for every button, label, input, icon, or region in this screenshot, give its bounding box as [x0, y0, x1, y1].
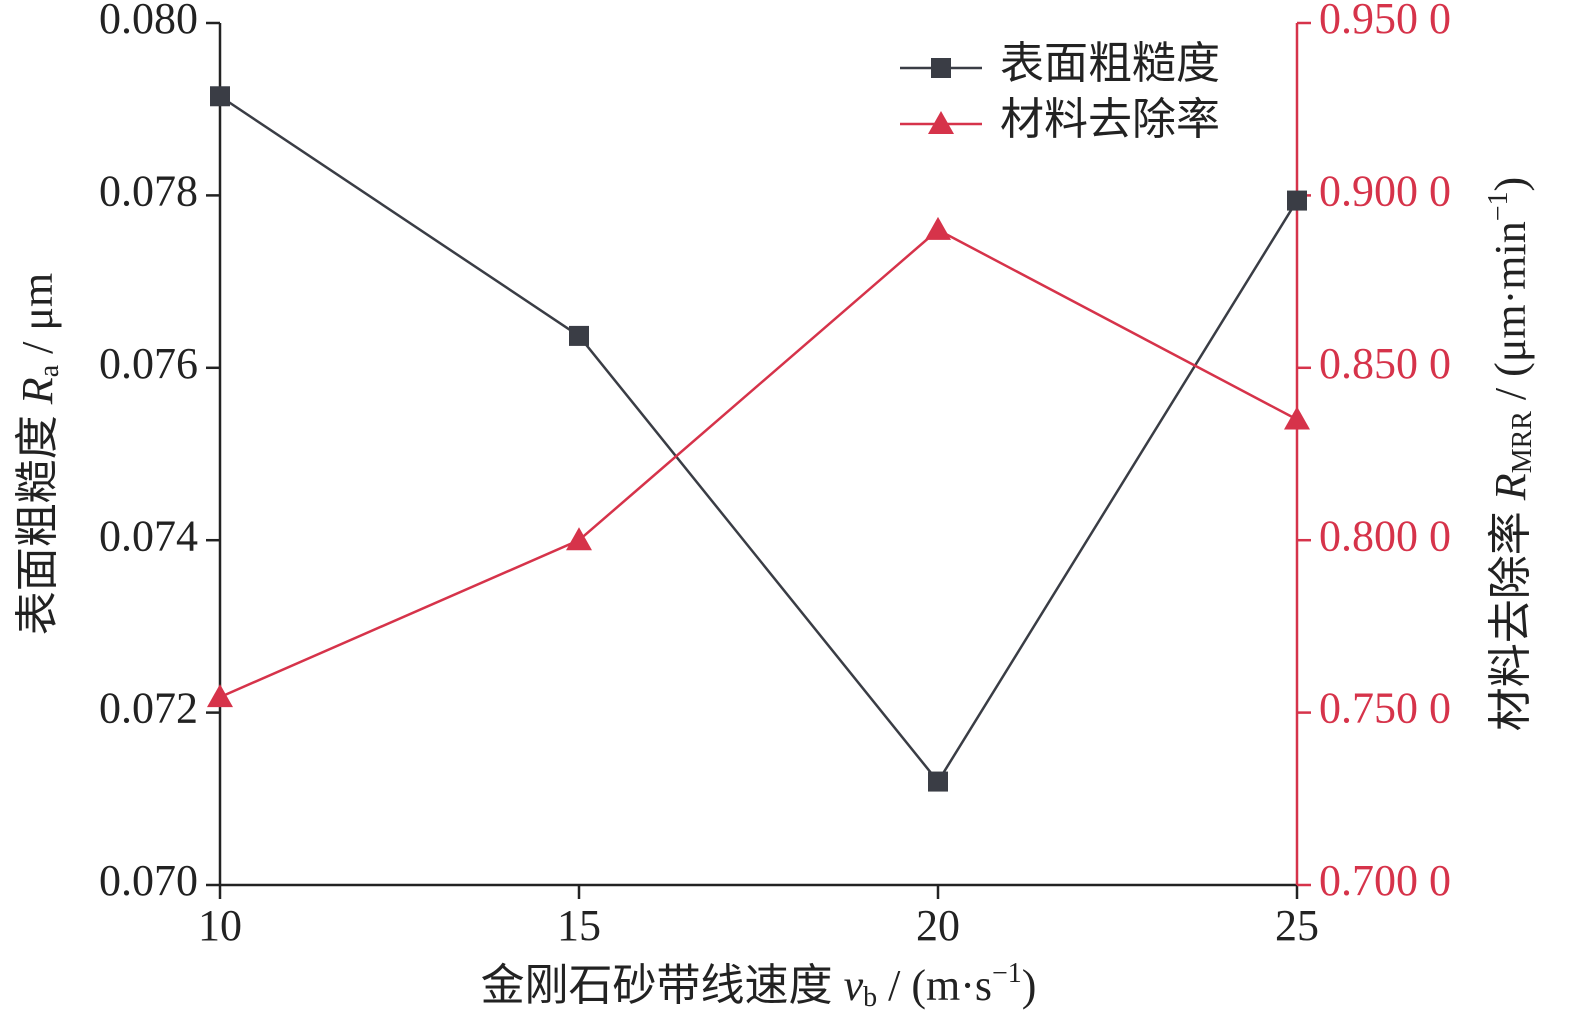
x-axis-label-part: b [863, 982, 877, 1013]
x-axis-label-part: ) [1022, 961, 1037, 1010]
y2-axis-label-part: MRR [1507, 411, 1538, 474]
y-tick-label: 0.070 [99, 856, 198, 905]
x-axis-label: 金刚石砂带线速度 vb / (m·s−1) [481, 958, 1037, 1013]
y-axis-label: 表面粗糙度 Ra / μm [13, 273, 65, 635]
marker [925, 216, 951, 240]
marker [1284, 406, 1310, 430]
y-tick-label: 0.080 [99, 0, 198, 43]
marker [207, 684, 233, 708]
y2-tick-label: 0.800 0 [1319, 511, 1451, 560]
y2-axis-label-part: R [1486, 473, 1535, 501]
series-line [219, 228, 1298, 699]
marker [928, 771, 948, 792]
y2-tick-label: 0.750 0 [1319, 684, 1451, 733]
y2-axis-label-part: −1 [1483, 191, 1514, 221]
marker [210, 86, 230, 107]
y-axis-label-part: R [13, 377, 62, 405]
y2-axis-label-part: 材料去除率 [1486, 500, 1535, 731]
y-axis-label-part: a [34, 364, 65, 377]
y2-tick-label: 0.850 0 [1319, 339, 1451, 388]
y2-axis-label-part: / (μm·min [1486, 221, 1535, 411]
series-line [219, 95, 1299, 784]
y2-axis-label-part: ) [1486, 177, 1535, 192]
y-axis-label-part: / μm [13, 273, 62, 365]
marker [566, 527, 592, 551]
x-axis-label-part: −1 [992, 958, 1022, 989]
y-axis-label-part: 表面粗糙度 [13, 404, 62, 635]
x-tick-label: 10 [198, 901, 242, 950]
legend-label: 材料去除率 [1000, 95, 1220, 144]
y-tick-label: 0.078 [99, 166, 198, 215]
x-tick-label: 20 [916, 901, 960, 950]
y-tick-label: 0.076 [99, 339, 198, 388]
x-tick-label: 15 [557, 901, 601, 950]
marker [569, 325, 589, 346]
x-axis-label-part: 金刚石砂带线速度 [481, 961, 844, 1010]
x-axis-label-part: v [844, 961, 864, 1010]
y2-axis-label: 材料去除率 RMRR / (μm·min−1) [1483, 177, 1538, 731]
y2-tick-label: 0.700 0 [1319, 856, 1451, 905]
y-tick-label: 0.074 [99, 511, 198, 560]
y-tick-label: 0.072 [99, 684, 198, 733]
marker [1287, 190, 1307, 211]
legend-label: 表面粗糙度 [1000, 39, 1220, 88]
x-axis-label-part: / (m·s [877, 961, 992, 1010]
y2-tick-label: 0.900 0 [1319, 166, 1451, 215]
y2-tick-label: 0.950 0 [1319, 0, 1451, 43]
legend-marker [931, 58, 951, 78]
x-tick-label: 25 [1275, 901, 1319, 950]
legend-marker [928, 111, 954, 134]
